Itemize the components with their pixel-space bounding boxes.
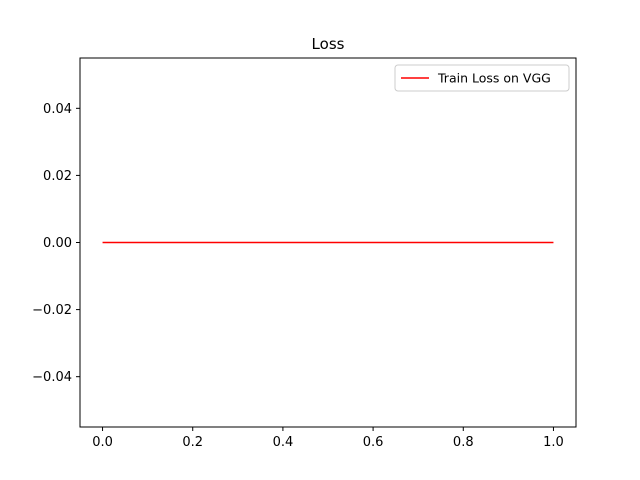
y-tick-label: −0.04 [32,370,72,385]
x-tick-label: 0.0 [92,435,113,450]
x-tick-label: 0.4 [273,435,294,450]
legend: Train Loss on VGG [394,64,570,92]
y-tick-label: 0.02 [43,169,72,184]
x-tick-label: 0.6 [363,435,384,450]
axis-ticks: 0.0 0.2 0.4 0.6 0.8 1.0 −0.04 −0.02 0.00 0.02 0.04 [32,102,564,450]
y-tick-label: 0.04 [43,102,72,117]
y-tick-label: 0.00 [43,236,72,251]
x-tick-label: 1.0 [543,435,564,450]
chart-title: Loss [312,35,345,53]
legend-label: Train Loss on VGG [437,71,551,86]
x-tick-label: 0.8 [453,435,474,450]
y-tick-label: −0.02 [32,303,72,318]
legend-box [394,64,570,92]
x-tick-label: 0.2 [182,435,203,450]
